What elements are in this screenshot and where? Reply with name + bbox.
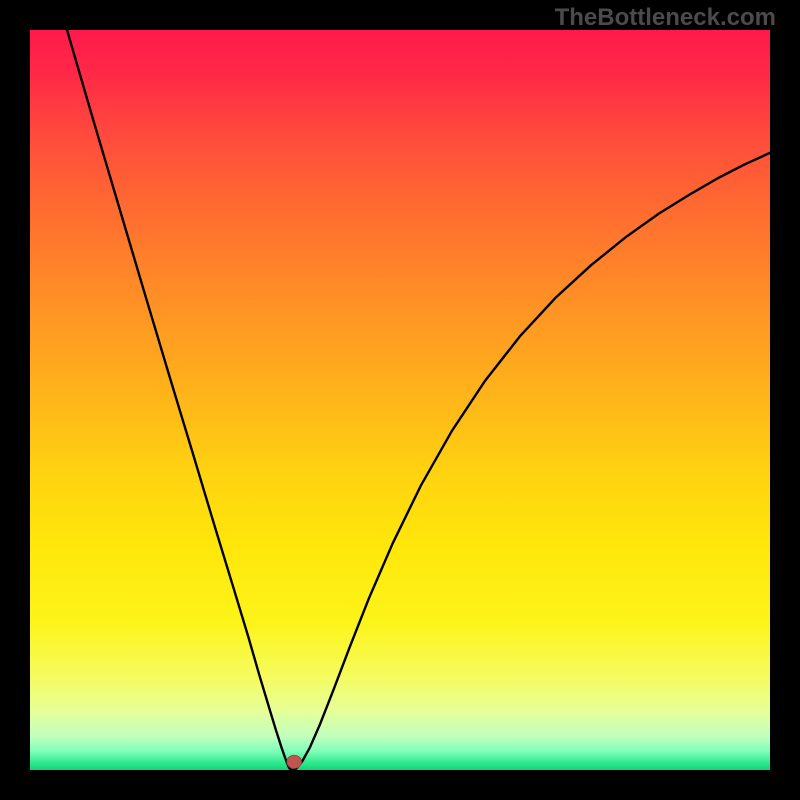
plot-area: [30, 30, 770, 770]
chart-frame: TheBottleneck.com: [0, 0, 800, 800]
optimum-marker: [287, 755, 302, 768]
plot-svg: [30, 30, 770, 770]
watermark-text: TheBottleneck.com: [555, 4, 776, 32]
gradient-background: [30, 30, 770, 770]
